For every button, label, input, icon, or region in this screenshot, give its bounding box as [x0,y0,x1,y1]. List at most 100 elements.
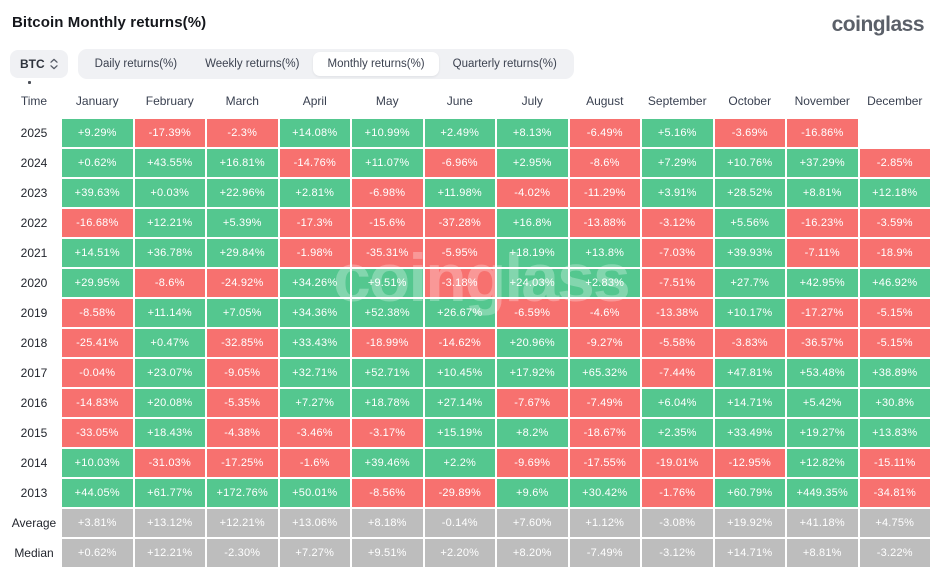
return-cell: +5.39% [207,209,278,237]
updown-chevrons-icon [50,58,58,70]
return-cell: +50.01% [279,479,350,507]
return-cell: -6.59% [497,299,568,327]
table-row-2019: 2019 -8.58% +11.14% +7.05% +34.36% +52.38% +26… [8,299,930,327]
table-body: 2025 +9.29% -17.39% -2.3% +14.08% +10.99% +2.4… [8,119,930,567]
row-label: 2019 [20,306,48,320]
return-cell: +23.07% [134,359,205,387]
return-cell: +41.18% [787,509,858,537]
coinglass-logo: coinglass [831,13,925,36]
row-label: 2017 [20,366,48,380]
return-cell: +52.38% [352,299,423,327]
topbar: Bitcoin Monthly returns(%) coinglass [8,12,930,35]
return-cell: -18.99% [352,329,423,357]
row-label: Median [14,546,54,560]
return-cell: +65.32% [569,359,640,387]
return-cell: -1.6% [279,449,350,477]
return-cell: -8.56% [352,479,423,507]
symbol-selector[interactable]: BTC [10,50,68,78]
return-cell: -29.89% [424,479,495,507]
return-cell: +2.95% [497,149,568,177]
return-cell: -2.3% [207,119,278,147]
return-cell: +2.2% [424,449,495,477]
row-label: 2023 [20,186,48,200]
return-cell: +61.77% [134,479,205,507]
return-cell: +47.81% [714,359,785,387]
return-cell: -3.12% [642,539,713,567]
return-cell: +13.8% [569,239,640,267]
return-cell: +16.81% [207,149,278,177]
table-row-2025: 2025 +9.29% -17.39% -2.3% +14.08% +10.99% +2.4… [8,119,930,147]
return-cell: +12.82% [787,449,858,477]
return-cell: -18.67% [569,419,640,447]
column-header-time: Time [20,94,48,108]
table-row-median: Median +0.62% +12.21% -2.30% +7.27% +9.51% +2.… [8,539,930,567]
return-cell: -3.83% [714,329,785,357]
return-cell: +8.2% [497,419,568,447]
return-cell: +12.21% [134,539,205,567]
tab-weekly-returns[interactable]: Weekly returns(%) [191,52,313,76]
return-cell: -7.44% [642,359,713,387]
return-cell: -9.05% [207,359,278,387]
return-cell: +16.8% [497,209,568,237]
return-cell: -5.15% [859,329,930,357]
return-cell: +20.96% [497,329,568,357]
return-cell: +8.81% [787,179,858,207]
row-label: 2020 [20,276,48,290]
return-cell: -16.86% [787,119,858,147]
tab-quarterly-returns[interactable]: Quarterly returns(%) [439,52,571,76]
column-header-september: September [647,94,707,108]
return-cell: +14.71% [714,389,785,417]
return-cell: +8.13% [497,119,568,147]
return-cell: -5.95% [424,239,495,267]
table-row-2018: 2018 -25.41% +0.47% -32.85% +33.43% -18.99% -1… [8,329,930,357]
return-cell: -37.28% [424,209,495,237]
return-cell: -32.85% [207,329,278,357]
return-cell: +53.48% [787,359,858,387]
return-cell: +44.05% [62,479,133,507]
return-cell: +30.42% [569,479,640,507]
tab-monthly-returns[interactable]: Monthly returns(%) [313,52,439,76]
return-cell: +27.7% [714,269,785,297]
return-cell: +52.71% [352,359,423,387]
table-row-2014: 2014 +10.03% -31.03% -17.25% -1.6% +39.46% +2.… [8,449,930,477]
row-label: 2016 [20,396,48,410]
row-label: 2021 [20,246,48,260]
return-cell: -14.76% [279,149,350,177]
return-cell: -17.39% [134,119,205,147]
return-cell: -17.55% [569,449,640,477]
return-cell: +18.78% [352,389,423,417]
return-cell: +34.26% [279,269,350,297]
return-cell: +29.95% [62,269,133,297]
return-cell: -5.15% [859,299,930,327]
return-cell: +12.21% [207,509,278,537]
return-cell: -6.98% [352,179,423,207]
row-label: Average [11,516,57,530]
return-cell: +34.36% [279,299,350,327]
return-cell: +8.81% [787,539,858,567]
column-header-july: July [521,94,543,108]
return-cell: -17.25% [207,449,278,477]
table-row-2016: 2016 -14.83% +20.08% -5.35% +7.27% +18.78% +27… [8,389,930,417]
return-cell: -3.17% [352,419,423,447]
return-cell: +3.81% [62,509,133,537]
return-cell: +14.08% [279,119,350,147]
return-cell: -15.11% [859,449,930,477]
return-cell: +10.99% [352,119,423,147]
return-cell: +18.43% [134,419,205,447]
return-cell: +10.03% [62,449,133,477]
return-cell: -16.68% [62,209,133,237]
column-header-may: May [375,94,399,108]
return-cell: +10.17% [714,299,785,327]
row-label: 2015 [20,426,48,440]
return-cell: -8.6% [569,149,640,177]
return-cell: +5.16% [642,119,713,147]
returns-table: Time January February March April May June July… [8,89,930,567]
table-row-2022: 2022 -16.68% +12.21% +5.39% -17.3% -15.6% -37.… [8,209,930,237]
return-cell: +0.03% [134,179,205,207]
return-cell: +39.93% [714,239,785,267]
column-header-row: Time January February March April May June July… [8,89,930,117]
return-cell: +11.07% [352,149,423,177]
return-cell: +43.55% [134,149,205,177]
tab-daily-returns[interactable]: Daily returns(%) [81,52,191,76]
